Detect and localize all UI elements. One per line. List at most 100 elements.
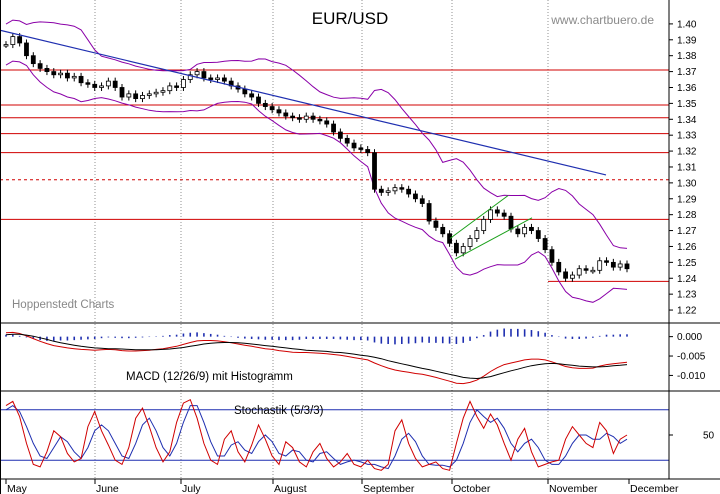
stochastic-label: Stochastik (5/3/3): [234, 405, 324, 417]
trendline: [0, 29, 607, 176]
candle-body: [276, 109, 282, 114]
candle-body: [501, 212, 507, 217]
candle-body: [406, 188, 412, 195]
macd-y-tick-label: -0.010: [677, 371, 706, 382]
y-tick-label: 1.25: [677, 258, 697, 269]
candle-body: [378, 188, 384, 193]
candle-body: [440, 226, 446, 235]
y-tick-label: 1.23: [677, 290, 697, 301]
candle-body: [515, 228, 521, 235]
candle-body: [24, 42, 29, 57]
grid-layer: [5, 0, 673, 484]
candle-body: [331, 123, 336, 133]
candle-body: [467, 238, 473, 247]
y-tick-label: 1.28: [677, 210, 697, 221]
candle-body: [372, 152, 377, 190]
candle-body: [317, 118, 323, 122]
candle-body: [624, 263, 630, 270]
candle-body: [365, 149, 371, 154]
x-tick-label: November: [549, 483, 598, 494]
candle-body: [488, 209, 493, 220]
candle-body: [78, 75, 84, 84]
candle-body: [249, 93, 255, 98]
candle-body: [3, 44, 9, 47]
macd-signal-line: [5, 333, 628, 380]
watermark-label: Hoppenstedt Charts: [12, 299, 115, 311]
candle-body: [30, 55, 36, 65]
candle-body: [71, 75, 77, 79]
candle-body: [10, 36, 16, 45]
x-tick-label: June: [96, 483, 119, 494]
source-label: www.chartbuero.de: [550, 13, 654, 27]
candle-body: [167, 85, 173, 92]
candle-body: [494, 209, 500, 214]
channel-upper: [449, 195, 509, 239]
candle-body: [590, 269, 596, 273]
candle-body: [337, 131, 343, 139]
candle-body: [433, 220, 439, 228]
candle-body: [201, 71, 207, 79]
candle-body: [65, 72, 70, 79]
candle-body: [563, 271, 568, 279]
candle-body: [174, 85, 180, 88]
candle-body: [181, 79, 186, 88]
candle-body: [215, 77, 220, 80]
candle-body: [310, 115, 316, 120]
candle-body: [508, 215, 514, 230]
y-tick-label: 1.37: [677, 67, 697, 78]
candle-body: [385, 190, 391, 193]
candle-body: [522, 226, 528, 235]
candle-body: [344, 137, 350, 144]
candle-body: [556, 261, 562, 273]
candle-body: [99, 85, 104, 88]
candle-body: [133, 93, 139, 100]
axis-labels: May June July August September October Novembe…: [7, 19, 715, 494]
candle-body: [535, 230, 541, 239]
candle-body: [392, 187, 398, 192]
candle-body: [570, 274, 575, 279]
candle-body: [112, 80, 118, 88]
candle-body: [290, 115, 296, 119]
y-tick-label: 1.40: [677, 19, 697, 30]
candle-body: [105, 80, 111, 87]
y-tick-label: 1.36: [677, 83, 697, 94]
macd-y-tick-label: -0.005: [677, 352, 706, 363]
candle-body: [242, 88, 248, 95]
y-tick-label: 1.33: [677, 131, 697, 142]
candle-body: [576, 268, 582, 276]
candle-body: [529, 226, 534, 231]
candle-body: [58, 72, 63, 76]
candle-body: [194, 71, 200, 76]
y-tick-label: 1.38: [677, 51, 697, 62]
stoch-y-tick-label: 50: [703, 431, 715, 442]
candle-body: [297, 117, 302, 120]
candle-body: [17, 36, 23, 44]
chart-title: EUR/USD: [312, 9, 389, 28]
candle-body: [597, 260, 603, 271]
x-tick-label: October: [453, 483, 491, 494]
candle-body: [51, 71, 57, 76]
x-tick-label: September: [363, 483, 415, 494]
y-tick-label: 1.31: [677, 162, 697, 173]
candle-body: [256, 96, 261, 104]
candle-body: [92, 83, 98, 88]
stoch-k-line: [5, 399, 628, 471]
bollinger-lower: [5, 60, 628, 303]
y-tick-label: 1.34: [677, 115, 697, 126]
x-tick-label: December: [630, 483, 679, 494]
candle-body: [453, 242, 459, 254]
candle-body: [140, 95, 145, 100]
y-tick-label: 1.30: [677, 178, 697, 189]
macd-line: [5, 331, 628, 385]
candle-body: [262, 102, 268, 107]
y-tick-label: 1.22: [677, 306, 697, 317]
candle-body: [303, 115, 309, 120]
candle-body: [460, 246, 466, 254]
series-layer: [0, 19, 669, 471]
candle-body: [324, 120, 330, 125]
candle-body: [413, 193, 418, 200]
macd-y-tick-label: 0.000: [677, 332, 702, 343]
candle-body: [283, 112, 289, 117]
